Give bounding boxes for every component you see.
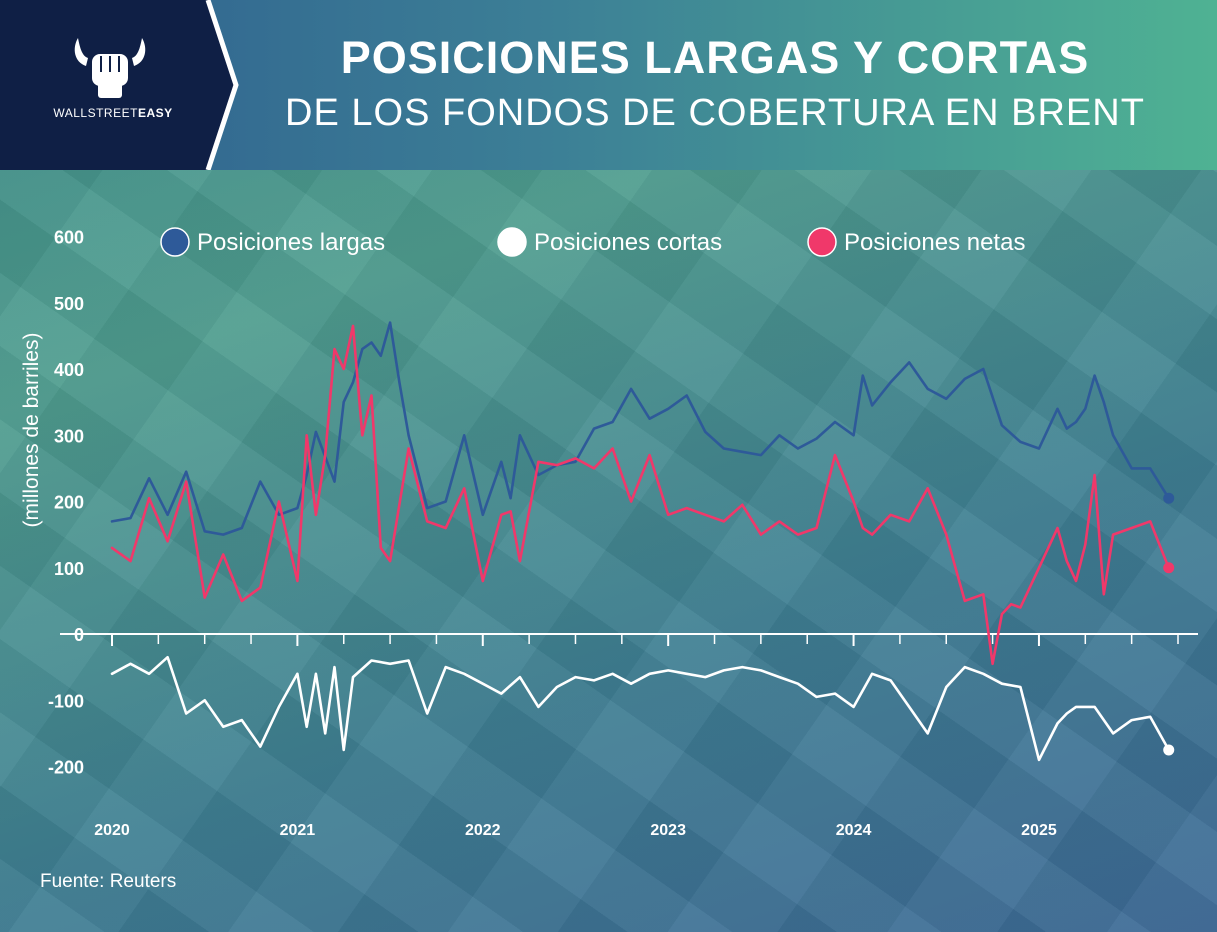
series-line-cortas <box>110 655 1170 762</box>
y-tick-label: -100 <box>48 691 84 711</box>
y-tick-label: 100 <box>54 559 84 579</box>
x-tick-label: 2022 <box>465 822 501 839</box>
chart-subtitle: DE LOS FONDOS DE COBERTURA EN BRENT <box>285 92 1145 134</box>
x-tick-label: 2024 <box>836 822 872 839</box>
brand-name: WALLSTREETEASY <box>53 106 173 120</box>
x-tick-label: 2023 <box>650 822 686 839</box>
y-tick-label: 200 <box>54 493 84 513</box>
series-end-marker <box>1163 492 1175 504</box>
header-banner: WALLSTREETEASY POSICIONES LARGAS Y CORTA… <box>0 0 1217 170</box>
series-end-marker <box>1163 744 1175 756</box>
series-line-largas <box>110 321 1170 536</box>
legend-label: Posiciones largas <box>197 229 385 256</box>
chart-title: POSICIONES LARGAS Y CORTAS <box>340 32 1090 83</box>
y-tick-label: 400 <box>54 360 84 380</box>
y-tick-label: 500 <box>54 294 84 314</box>
y-tick-label: 0 <box>74 625 84 645</box>
y-axis-label: (millones de barriles) <box>20 333 43 528</box>
legend-label: Posiciones cortas <box>534 229 722 256</box>
x-tick-label: 2025 <box>1021 822 1057 839</box>
y-tick-label: 600 <box>54 228 84 248</box>
series-end-marker <box>1163 562 1175 574</box>
legend-marker <box>807 227 837 257</box>
series-line-netas <box>110 324 1170 666</box>
x-tick-label: 2020 <box>94 822 130 839</box>
logo-panel: WALLSTREETEASY <box>0 0 240 170</box>
bull-fist-icon <box>74 38 146 98</box>
legend-marker <box>497 227 527 257</box>
legend-label: Posiciones netas <box>844 229 1025 256</box>
legend-marker <box>160 227 190 257</box>
y-tick-label: 300 <box>54 426 84 446</box>
background-texture <box>0 170 1217 932</box>
x-tick-label: 2021 <box>280 822 316 839</box>
source-note: Fuente: Reuters <box>40 871 177 892</box>
y-tick-label: -200 <box>48 758 84 778</box>
